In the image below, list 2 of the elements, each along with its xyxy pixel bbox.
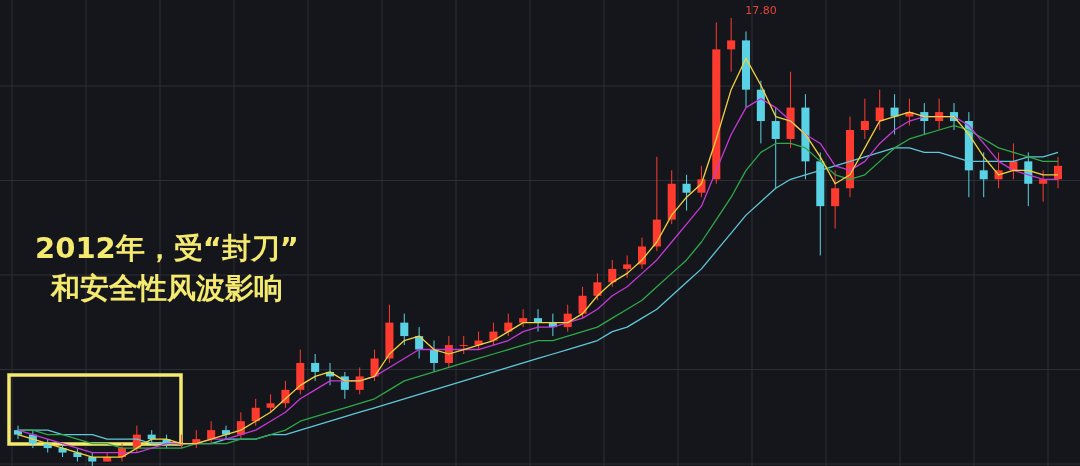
text: 17.80 bbox=[745, 4, 777, 17]
annotation: 2012年，受“封刀”和安全性风波影响 bbox=[34, 230, 300, 307]
